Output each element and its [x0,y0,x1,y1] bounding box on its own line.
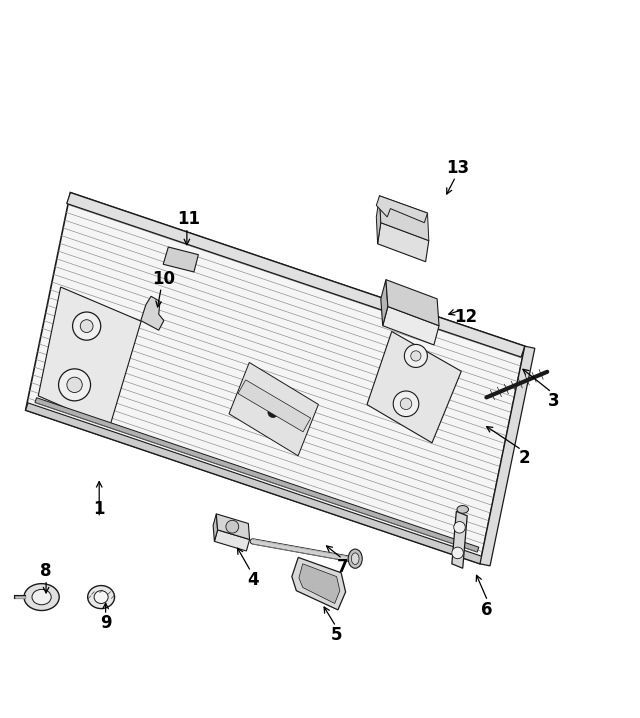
Polygon shape [163,247,198,272]
Polygon shape [213,514,218,541]
Ellipse shape [348,549,362,568]
Polygon shape [480,346,535,566]
Text: 10: 10 [152,270,175,288]
Circle shape [404,345,428,368]
Circle shape [72,312,100,340]
Circle shape [80,320,93,332]
Text: 6: 6 [481,601,492,619]
Ellipse shape [88,586,115,609]
Ellipse shape [351,553,359,564]
Polygon shape [376,196,381,244]
Text: 2: 2 [519,449,531,467]
Polygon shape [376,196,428,223]
Text: 12: 12 [454,309,477,327]
Text: 5: 5 [330,627,342,645]
Ellipse shape [32,589,51,605]
Text: 1: 1 [93,500,105,518]
Polygon shape [38,287,141,427]
Polygon shape [67,192,525,357]
Text: 11: 11 [177,210,200,228]
Text: 4: 4 [247,571,259,589]
Polygon shape [367,332,461,443]
Circle shape [226,521,239,533]
Circle shape [452,547,463,559]
Polygon shape [214,530,250,551]
Ellipse shape [457,505,468,513]
Circle shape [393,391,419,416]
Polygon shape [229,363,319,456]
Polygon shape [386,279,439,326]
Polygon shape [380,196,429,241]
Text: 7: 7 [337,558,348,576]
Polygon shape [299,564,340,604]
Polygon shape [378,223,429,262]
Text: 3: 3 [548,391,559,409]
Polygon shape [26,403,483,564]
Circle shape [400,398,412,409]
Circle shape [411,351,421,361]
Polygon shape [383,307,439,345]
Polygon shape [292,557,346,610]
Circle shape [59,369,91,401]
Ellipse shape [24,584,60,610]
Text: 9: 9 [100,614,111,632]
Polygon shape [452,511,467,568]
Polygon shape [26,192,525,564]
Polygon shape [35,398,479,552]
Polygon shape [381,279,388,326]
Circle shape [454,521,465,533]
Text: 13: 13 [446,159,469,177]
Circle shape [67,377,83,393]
Text: 8: 8 [40,562,52,580]
Polygon shape [216,514,250,539]
Polygon shape [238,380,311,432]
Polygon shape [141,297,164,330]
Ellipse shape [94,591,108,604]
Circle shape [268,407,278,417]
